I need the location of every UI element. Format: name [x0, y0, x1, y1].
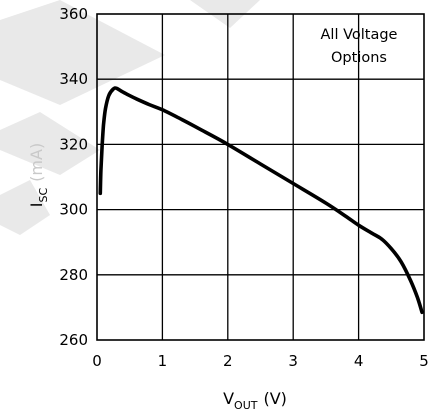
y-axis-title: ISC (mA): [27, 143, 50, 207]
y-tick-label: 260: [59, 331, 88, 349]
annotation-line-1: All Voltage: [321, 27, 398, 43]
y-axis-title-unit: (mA): [27, 143, 46, 182]
plot-frame: [96, 13, 425, 341]
y-tick-labels: 260 280 300 320 340 360: [59, 5, 88, 349]
y-tick-label: 360: [59, 5, 88, 23]
x-axis-title-main: V: [223, 389, 234, 408]
y-tick-label: 280: [59, 266, 88, 284]
watermark-stripe: [0, 0, 165, 105]
x-tick-label: 2: [223, 352, 233, 370]
x-axis-title: VOUT (V): [223, 389, 287, 412]
watermark-stripe: [0, 112, 100, 175]
watermark-stripe: [0, 180, 50, 235]
x-tick-label: 1: [158, 352, 168, 370]
annotation-line-2: Options: [331, 50, 387, 66]
x-tick-label: 5: [419, 352, 429, 370]
x-tick-labels: 0 1 2 3 4 5: [92, 352, 429, 370]
y-tick-label: 320: [59, 135, 88, 153]
series-layer: [98, 86, 424, 315]
x-axis-title-unit: (V): [263, 389, 286, 408]
series-line: [98, 86, 424, 315]
y-axis-title-sub: SC: [37, 188, 50, 203]
y-tick-label: 340: [59, 70, 88, 88]
grid: [97, 14, 424, 340]
y-tick-label: 300: [59, 201, 88, 219]
x-tick-label: 4: [354, 352, 364, 370]
x-tick-label: 3: [288, 352, 298, 370]
x-axis-title-sub: OUT: [234, 399, 258, 412]
x-tick-label: 0: [92, 352, 102, 370]
watermark-stripes: [0, 0, 260, 235]
y-axis-title-main: I: [27, 202, 46, 207]
